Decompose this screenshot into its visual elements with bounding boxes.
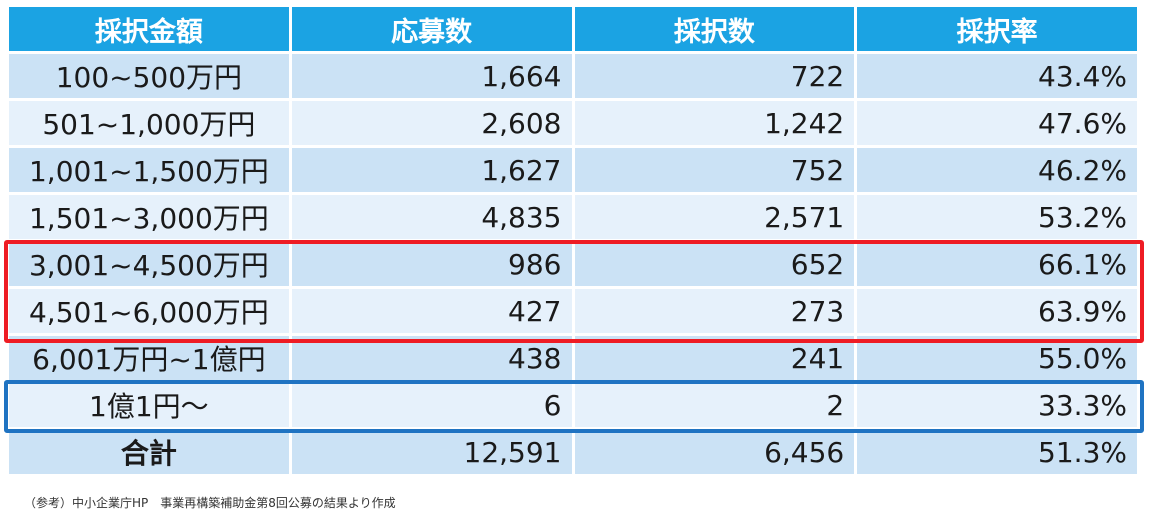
adoptions-cell: 652 xyxy=(574,242,855,286)
header-cell: 採択数 xyxy=(574,7,855,51)
rate-cell: 47.6% xyxy=(857,101,1137,145)
amount-cell: 6,001万円~1億円 xyxy=(9,336,289,380)
header-cell: 採択金額 xyxy=(9,7,289,51)
adoptions-cell: 752 xyxy=(574,148,855,192)
applications-cell: 12,591 xyxy=(291,430,572,474)
amount-cell: 1億1円～ xyxy=(9,383,289,427)
amount-cell: 1,001~1,500万円 xyxy=(9,148,289,192)
adoptions-cell: 273 xyxy=(574,289,855,333)
table-row: 1,501~3,000万円 4,835 2,571 53.2% xyxy=(9,195,1137,239)
table-row: 1億1円～ 6 2 33.3% xyxy=(9,383,1137,427)
rate-cell: 55.0% xyxy=(857,336,1137,380)
rate-cell: 66.1% xyxy=(857,242,1137,286)
header-row: 採択金額 応募数 採択数 採択率 xyxy=(9,7,1137,51)
source-note: （参考）中小企業庁HP 事業再構築補助金第8回公募の結果より作成 xyxy=(24,496,396,510)
total-row: 合計 12,591 6,456 51.3% xyxy=(9,430,1137,474)
applications-cell: 438 xyxy=(291,336,572,380)
table-row: 3,001~4,500万円 986 652 66.1% xyxy=(9,242,1137,286)
header-cell: 応募数 xyxy=(291,7,572,51)
applications-cell: 1,664 xyxy=(291,54,572,98)
adoptions-cell: 2 xyxy=(574,383,855,427)
results-table: 採択金額 応募数 採択数 採択率 100~500万円 1,664 722 43.… xyxy=(6,4,1140,477)
rate-cell: 33.3% xyxy=(857,383,1137,427)
applications-cell: 1,627 xyxy=(291,148,572,192)
rate-cell: 43.4% xyxy=(857,54,1137,98)
header-cell: 採択率 xyxy=(857,7,1137,51)
adoptions-cell: 241 xyxy=(574,336,855,380)
adoptions-cell: 2,571 xyxy=(574,195,855,239)
adoptions-cell: 6,456 xyxy=(574,430,855,474)
adoptions-cell: 1,242 xyxy=(574,101,855,145)
table-row: 501~1,000万円 2,608 1,242 47.6% xyxy=(9,101,1137,145)
total-label-cell: 合計 xyxy=(9,430,289,474)
amount-cell: 3,001~4,500万円 xyxy=(9,242,289,286)
applications-cell: 4,835 xyxy=(291,195,572,239)
rate-cell: 53.2% xyxy=(857,195,1137,239)
amount-cell: 501~1,000万円 xyxy=(9,101,289,145)
amount-cell: 4,501~6,000万円 xyxy=(9,289,289,333)
table-row: 1,001~1,500万円 1,627 752 46.2% xyxy=(9,148,1137,192)
table-row: 4,501~6,000万円 427 273 63.9% xyxy=(9,289,1137,333)
amount-cell: 100~500万円 xyxy=(9,54,289,98)
table-row: 6,001万円~1億円 438 241 55.0% xyxy=(9,336,1137,380)
amount-cell: 1,501~3,000万円 xyxy=(9,195,289,239)
applications-cell: 427 xyxy=(291,289,572,333)
rate-cell: 46.2% xyxy=(857,148,1137,192)
rate-cell: 63.9% xyxy=(857,289,1137,333)
adoptions-cell: 722 xyxy=(574,54,855,98)
rate-cell: 51.3% xyxy=(857,430,1137,474)
applications-cell: 2,608 xyxy=(291,101,572,145)
applications-cell: 986 xyxy=(291,242,572,286)
table-row: 100~500万円 1,664 722 43.4% xyxy=(9,54,1137,98)
applications-cell: 6 xyxy=(291,383,572,427)
